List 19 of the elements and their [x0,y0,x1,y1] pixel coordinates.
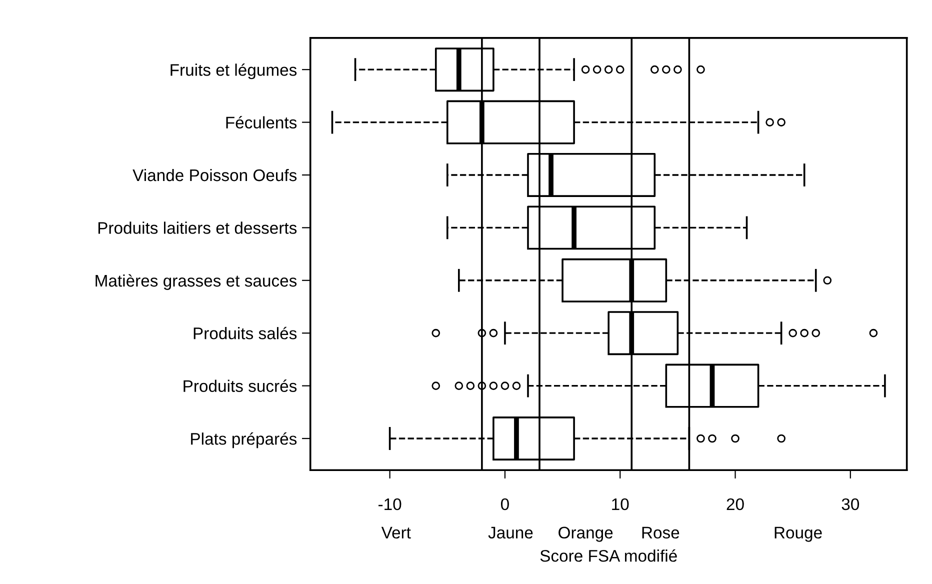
text: Orange [558,526,613,542]
x-tick-label: 20 [726,498,744,510]
x-tick-label: 30 [842,498,860,510]
y-tick-label: Produits sucrés [184,380,297,392]
y-tick-label: Produits salés [194,326,297,340]
y-tick-label: Fruits et légumes [170,63,297,80]
x-tick-label: 0 [500,498,509,510]
text: Vert [381,526,411,539]
y-tick-label: Produits laitiers et desserts [98,222,297,234]
text: Rouge [774,526,822,542]
x-axis-title: Score FSA modifié [540,549,677,562]
y-tick-label: Féculents [226,116,297,128]
y-tick-label: Matières grasses et sauces [96,274,297,290]
y-tick-label: Plats préparés [191,432,297,448]
x-tick-label: -10 [378,498,402,510]
y-tick-label: Viande Poisson Oeufs [132,168,297,182]
text: Jaune [488,526,533,539]
x-tick-label: 10 [612,498,629,510]
text: Rose [642,526,680,539]
